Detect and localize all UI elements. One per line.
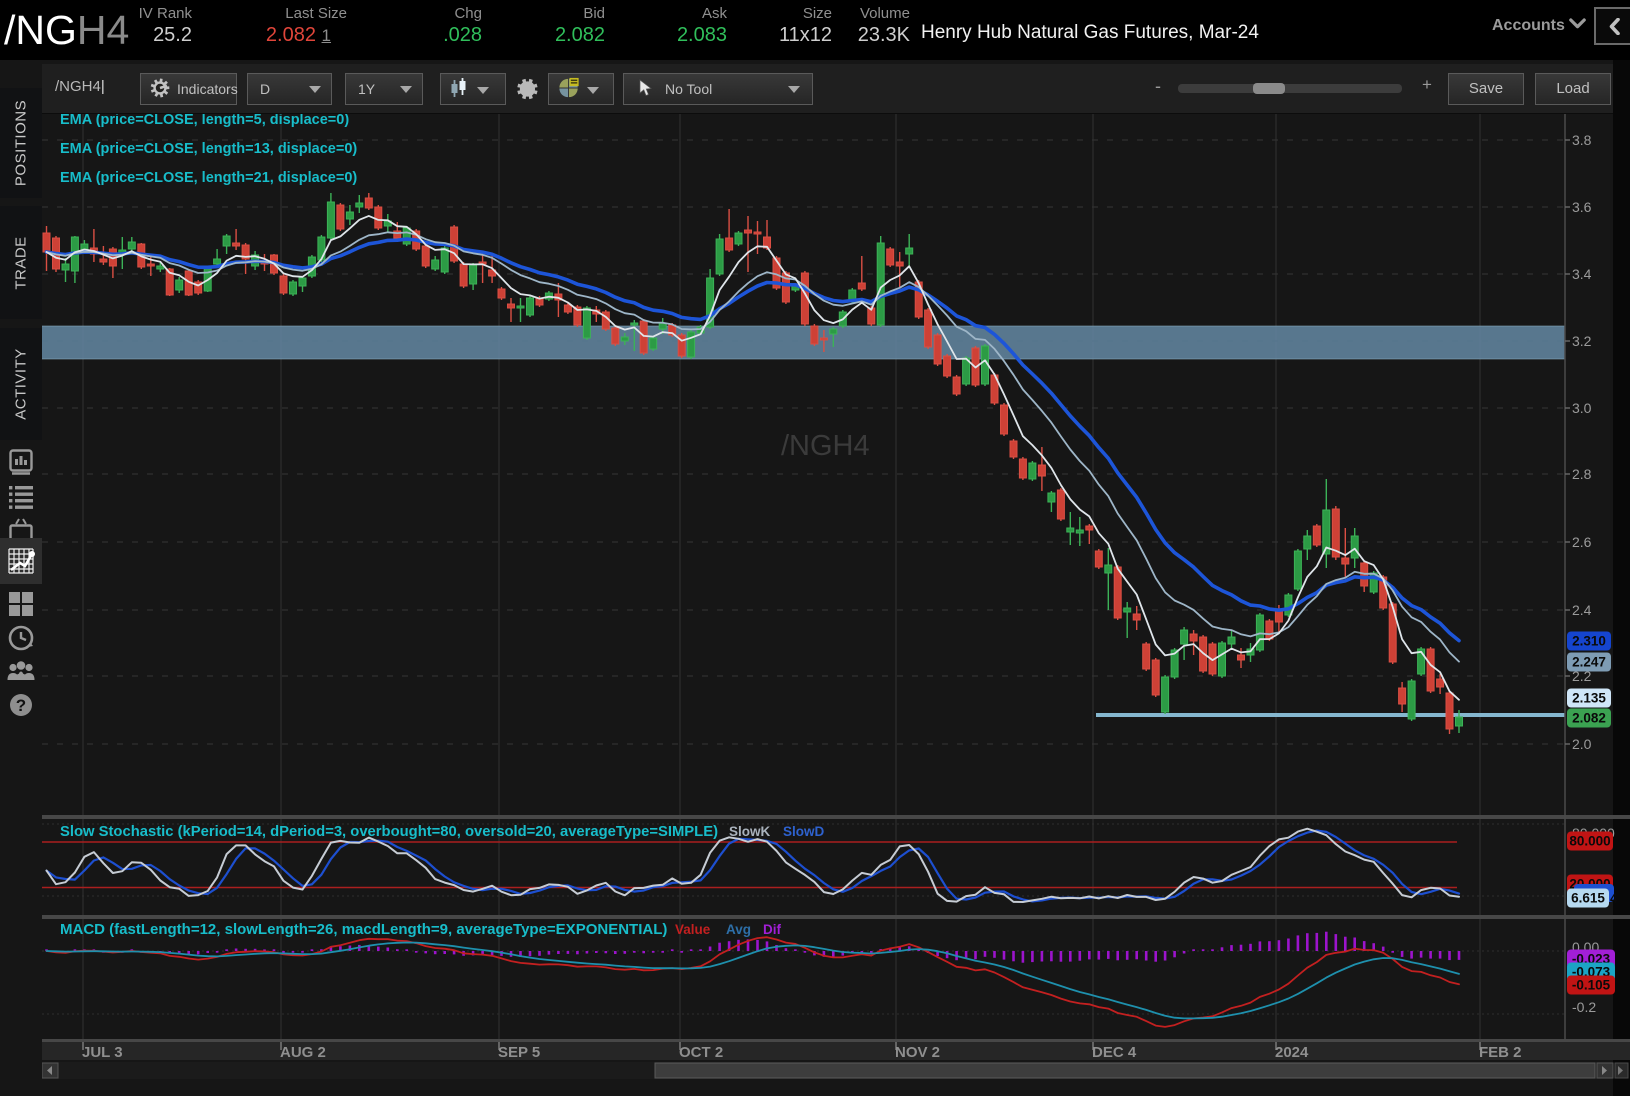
svg-text:MACD (fastLength=12, slowLengt: MACD (fastLength=12, slowLength=26, macd… xyxy=(60,921,667,938)
svg-text:AUG 2: AUG 2 xyxy=(280,1044,326,1061)
svg-text:FEB 2: FEB 2 xyxy=(1479,1044,1522,1061)
svg-text:3.2: 3.2 xyxy=(1572,333,1592,349)
svg-text:?: ? xyxy=(16,696,26,715)
svg-text:2.4: 2.4 xyxy=(1572,602,1592,618)
svg-text:2.2: 2.2 xyxy=(1572,668,1592,684)
svg-text:Slow Stochastic (kPeriod=14, d: Slow Stochastic (kPeriod=14, dPeriod=3, … xyxy=(60,824,718,840)
svg-text:Dif: Dif xyxy=(763,922,782,937)
svg-text:3.6: 3.6 xyxy=(1572,199,1592,215)
svg-text:Avg: Avg xyxy=(726,922,751,937)
svg-text:EMA (price=CLOSE, length=21, d: EMA (price=CLOSE, length=21, displace=0) xyxy=(60,170,357,186)
svg-text:2.8: 2.8 xyxy=(1572,466,1592,482)
svg-text:/NGH4: /NGH4 xyxy=(781,430,870,462)
svg-text:-0.2: -0.2 xyxy=(1572,999,1596,1015)
svg-text:2.135: 2.135 xyxy=(1572,691,1606,706)
svg-text:2.082: 2.082 xyxy=(1572,711,1606,726)
svg-text:2.6: 2.6 xyxy=(1572,534,1592,550)
svg-text:3.8: 3.8 xyxy=(1572,132,1592,148)
svg-text:80.000: 80.000 xyxy=(1569,834,1610,849)
svg-text:2.0: 2.0 xyxy=(1572,736,1592,752)
svg-text:2.247: 2.247 xyxy=(1572,655,1606,670)
svg-text:SlowK: SlowK xyxy=(729,824,771,839)
svg-text:JUL 3: JUL 3 xyxy=(82,1044,123,1061)
svg-text:OCT 2: OCT 2 xyxy=(679,1044,723,1061)
svg-text:EMA (price=CLOSE, length=5, di: EMA (price=CLOSE, length=5, displace=0) xyxy=(60,112,349,128)
svg-text:6.615: 6.615 xyxy=(1571,891,1605,906)
svg-text:2.310: 2.310 xyxy=(1572,634,1606,649)
svg-text:SEP 5: SEP 5 xyxy=(498,1044,540,1061)
svg-text:SlowD: SlowD xyxy=(783,824,825,839)
svg-text:4: 4 xyxy=(1610,891,1618,906)
svg-text:3.4: 3.4 xyxy=(1572,266,1592,282)
svg-text:3.0: 3.0 xyxy=(1572,400,1592,416)
svg-text:NOV 2: NOV 2 xyxy=(895,1044,940,1061)
svg-text:DEC 4: DEC 4 xyxy=(1092,1044,1137,1061)
svg-text:-0.105: -0.105 xyxy=(1572,978,1611,993)
svg-text:2024: 2024 xyxy=(1275,1044,1309,1061)
svg-text:EMA (price=CLOSE, length=13, d: EMA (price=CLOSE, length=13, displace=0) xyxy=(60,141,357,157)
svg-text:Value: Value xyxy=(675,922,711,937)
